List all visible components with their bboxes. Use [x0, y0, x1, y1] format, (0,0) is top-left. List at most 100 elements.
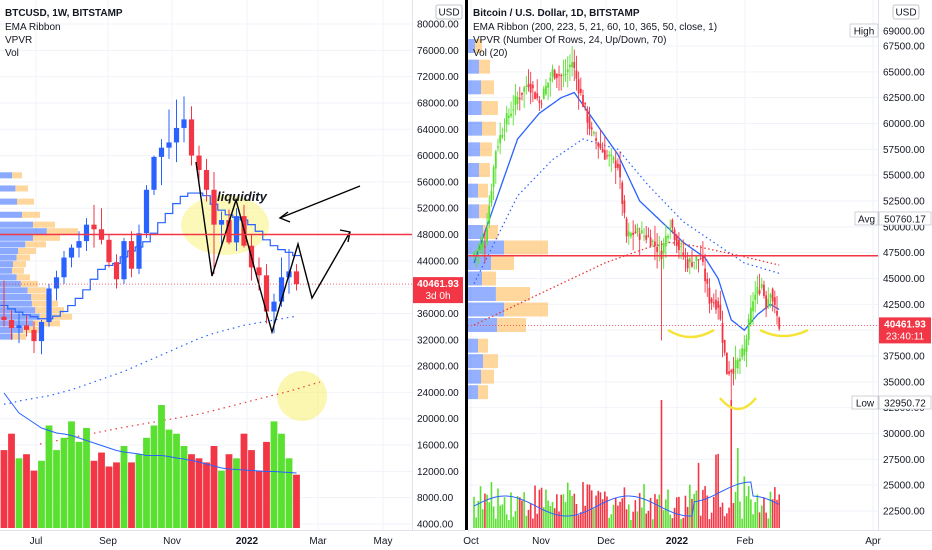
right-volume-bar — [505, 514, 508, 528]
left-price-axis[interactable]: USD 80000.00 76000.00 72000.00 68000.00 6400… — [412, 0, 465, 531]
right-volume-bar — [736, 448, 739, 528]
right-volume-bar — [492, 506, 495, 528]
svg-text:High: High — [854, 27, 875, 38]
left-y-tick-label: 20000.00 — [417, 414, 459, 425]
right-y-tick-label: 67500.00 — [883, 42, 925, 53]
right-candle-body — [686, 259, 689, 269]
left-candle-body — [181, 119, 187, 128]
right-volume-bar — [558, 511, 560, 528]
right-candle-body — [749, 307, 752, 323]
right-currency-badge[interactable] — [892, 4, 920, 20]
right-candle-body — [675, 235, 678, 247]
right-volume-bar — [710, 512, 713, 528]
right-volume-bar — [643, 484, 645, 528]
left-candle-body — [256, 267, 262, 276]
right-candle-body — [763, 284, 765, 296]
right-volume-bar — [765, 512, 767, 528]
right-y-tick-label: 52500.00 — [883, 197, 925, 208]
left-candle-body — [38, 322, 45, 342]
right-volume-bar — [741, 518, 743, 528]
right-volume-bar — [593, 508, 595, 528]
right-volume-bar — [778, 494, 780, 528]
right-candle-body — [645, 235, 648, 240]
left-indicator-ema[interactable]: EMA Ribbon — [5, 22, 61, 33]
right-volume-bar — [660, 400, 663, 528]
left-indicator-vol[interactable]: Vol — [5, 48, 19, 59]
right-candle-body — [575, 70, 578, 79]
right-candle-body — [730, 370, 733, 373]
right-volume-bar — [678, 496, 680, 528]
right-candle-body — [752, 301, 754, 312]
right-candle-body — [608, 154, 611, 157]
left-chart-panel[interactable]: BTCUSD, 1W, BITSTAMP EMA Ribbon VPVR Vol… — [0, 0, 412, 530]
right-candle-body — [680, 246, 682, 248]
right-candle-body — [527, 84, 530, 88]
right-volume-bar — [752, 514, 754, 528]
right-indicator-ema[interactable]: EMA Ribbon (200, 223, 5, 21, 60, 10, 365… — [473, 22, 717, 33]
left-vpvr-up-bar — [0, 313, 40, 320]
right-volume-bar — [715, 454, 717, 528]
right-candle-body — [507, 115, 510, 118]
left-candle-body — [218, 220, 225, 225]
right-candle-body — [538, 100, 541, 103]
right-candle-body — [647, 235, 650, 237]
right-volume-bar — [734, 491, 737, 528]
left-candle-body — [211, 189, 217, 225]
left-currency-badge[interactable] — [435, 4, 463, 20]
right-ema-red-dotted — [473, 241, 780, 326]
panel-divider[interactable] — [465, 0, 468, 550]
right-candle-body — [566, 69, 569, 73]
right-vpvr-down-bar — [504, 240, 548, 255]
right-volume-bar — [601, 499, 604, 528]
right-vpvr-up-bar — [468, 369, 481, 384]
right-y-tick-label: 57500.00 — [883, 145, 925, 156]
right-indicator-vpvr[interactable]: VPVR (Number Of Rows, 24, Up/Down, 70) — [473, 35, 666, 46]
left-vpvr-up-bar — [0, 261, 13, 268]
left-candle-body — [106, 239, 112, 263]
right-candle-body — [662, 243, 665, 254]
right-vpvr-down-bar — [481, 369, 494, 384]
right-candle-body — [619, 164, 621, 178]
right-volume-bar — [479, 486, 482, 528]
left-volume-bar — [105, 466, 113, 528]
liquidity-arrow-head — [278, 211, 291, 223]
right-volume-bar — [516, 495, 519, 528]
svg-text:32950.72: 32950.72 — [884, 399, 926, 410]
right-candle-body — [614, 160, 617, 169]
right-volume-bar — [695, 490, 698, 528]
left-y-tick-label: 56000.00 — [417, 177, 459, 188]
right-volume-bar — [490, 482, 493, 528]
time-axis[interactable]: Jul Sep Nov 2022 Mar May Oct Nov Dec 2022 Feb Apr — [0, 530, 932, 550]
right-candle-body — [540, 103, 543, 105]
right-volume-bar — [756, 494, 759, 528]
right-vpvr-down-bar — [497, 318, 526, 332]
zigzag-projection — [195, 161, 351, 335]
right-last-price-tag: 40461.93 23:40:11 — [879, 317, 931, 344]
right-candles — [473, 46, 781, 403]
left-candle-body — [31, 329, 37, 342]
left-volume-bar — [30, 470, 38, 528]
right-avg-marker: Avg 50760.17 — [854, 211, 932, 225]
right-price-axis[interactable]: USD 69000.00 67500.00 65000.00 62500.00 6000… — [849, 0, 932, 530]
right-volume-bar — [534, 485, 536, 528]
right-indicator-vol[interactable]: Vol (20) — [473, 48, 507, 59]
left-currency-label: USD — [438, 8, 459, 19]
left-ema-blue-dotted — [3, 315, 297, 405]
right-y-tick-label: 37500.00 — [883, 352, 925, 363]
right-candle-body — [664, 235, 667, 247]
left-volume-bar — [83, 427, 90, 528]
liquidity-annotation[interactable]: liquidity — [217, 189, 268, 204]
left-candle-body — [23, 325, 30, 330]
left-indicator-vpvr[interactable]: VPVR — [5, 35, 32, 46]
right-volume-bar — [497, 488, 499, 528]
right-ema-blue-dotted — [473, 138, 780, 284]
right-candle-body — [678, 239, 680, 251]
right-volume-bars — [473, 400, 780, 528]
right-vpvr-up-bar — [468, 59, 479, 74]
left-candle-body — [128, 241, 135, 269]
right-candle-body — [725, 352, 728, 375]
right-chart-panel[interactable]: Bitcoin / U.S. Dollar, 1D, BITSTAMP EMA … — [468, 0, 878, 530]
left-vpvr-down-bar — [39, 313, 72, 320]
right-volume-bar — [680, 518, 682, 528]
